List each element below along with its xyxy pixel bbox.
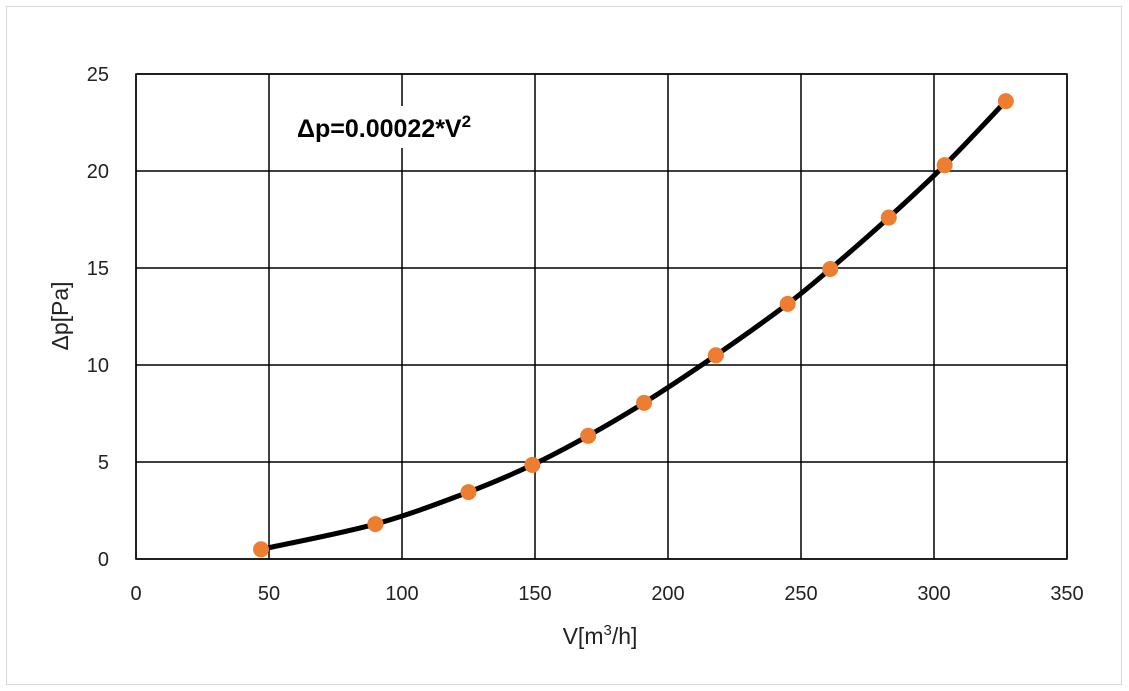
x-tick-label: 150 xyxy=(518,583,551,605)
x-tick-label: 350 xyxy=(1050,583,1083,605)
x-tick-label: 300 xyxy=(917,583,950,605)
y-tick-label: 10 xyxy=(87,355,109,377)
y-tick-label: 5 xyxy=(98,452,109,474)
series-points xyxy=(253,93,1014,558)
x-tick-label: 200 xyxy=(651,583,684,605)
y-axis-label: Δp[Pa] xyxy=(47,281,73,350)
grid xyxy=(135,73,1068,560)
data-point xyxy=(936,157,953,174)
y-tick-label: 0 xyxy=(98,549,109,571)
data-point xyxy=(880,209,897,226)
annotation-text: Δp=0.00022*V2 xyxy=(297,112,471,143)
x-tick-label: 250 xyxy=(784,583,817,605)
y-tick-label: 25 xyxy=(87,64,109,86)
plot-border xyxy=(135,73,1068,560)
series-line xyxy=(258,98,1009,552)
data-point xyxy=(253,541,270,558)
x-tick-label: 100 xyxy=(385,583,418,605)
annotation-background xyxy=(290,106,510,148)
data-point xyxy=(524,456,541,473)
x-tick-label: 0 xyxy=(130,583,141,605)
data-point xyxy=(460,484,477,501)
data-point xyxy=(822,260,839,277)
data-point xyxy=(779,295,796,312)
x-axis-label: V[m3/h] xyxy=(563,622,638,649)
data-point xyxy=(636,394,653,411)
equation-annotation: Δp=0.00022*V2 xyxy=(290,106,510,148)
data-point xyxy=(367,516,384,533)
y-tick-label: 15 xyxy=(87,258,109,280)
y-axis-ticks: 0 5 10 15 20 25 xyxy=(87,64,109,571)
x-axis-ticks: 0 50 100 150 200 250 300 350 xyxy=(130,583,1083,605)
data-point xyxy=(580,427,597,444)
y-tick-label: 20 xyxy=(87,161,109,183)
data-point xyxy=(707,347,724,364)
data-point xyxy=(997,93,1014,110)
chart-frame xyxy=(6,6,1122,685)
x-tick-label: 50 xyxy=(258,583,280,605)
